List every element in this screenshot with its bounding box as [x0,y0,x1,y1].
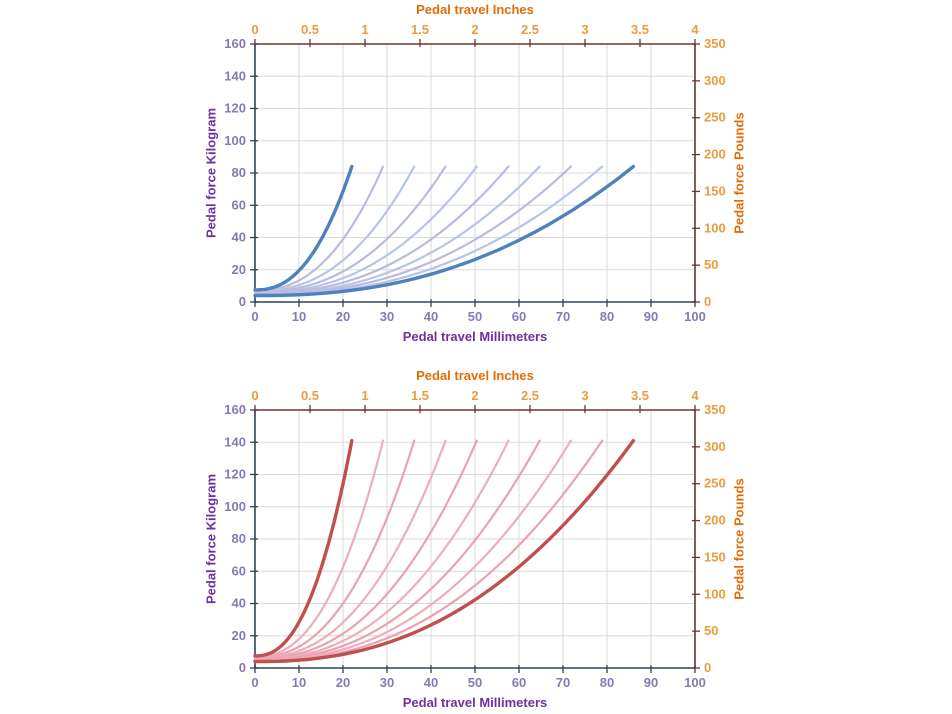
top-axis-title: Pedal travel Inches [416,368,534,383]
top-tick-label: 0 [251,22,258,37]
right-tick-label: 100 [704,586,726,601]
right-tick-label: 300 [704,73,726,88]
top-tick-label: 3.5 [631,22,649,37]
bottom-tick-label: 70 [556,675,570,690]
top-axis-title: Pedal travel Inches [416,2,534,17]
left-tick-label: 160 [224,402,246,417]
bottom-axis-title: Pedal travel Millimeters [402,329,548,344]
top-tick-label: 0.5 [301,22,319,37]
top-tick-label: 4 [691,22,699,37]
series-curve-10 [253,164,636,298]
top-tick-label: 0.5 [301,388,319,403]
top-tick-label: 1 [361,22,368,37]
right-tick-label: 200 [704,147,726,162]
series-curve-05 [253,439,478,660]
top-tick-label: 2.5 [521,22,539,37]
bottom-axis-title: Pedal travel Millimeters [402,695,548,710]
left-tick-label: 0 [239,294,246,309]
chart-plot-area: 0 10 20 30 40 50 60 70 80 90 100020406080100120140… [224,388,726,690]
bottom-tick-label: 100 [684,675,706,690]
right-tick-label: 300 [704,439,726,454]
top-tick-label: 3 [581,22,588,37]
bottom-tick-label: 80 [600,309,614,324]
series-curve-01 [253,164,354,292]
chart-plot-area: 0 10 20 30 40 50 60 70 80 90 100020406080100120140… [224,22,726,324]
series-curve-04 [253,439,447,659]
top-tick-label: 2 [471,388,478,403]
pedal-force-chart-red: Pedal travel Inches Pedal force Kilogram… [170,366,790,714]
left-tick-label: 80 [232,165,246,180]
bottom-tick-label: 0 [251,675,258,690]
left-tick-label: 120 [224,101,246,116]
series-curve-03 [253,439,416,659]
bottom-tick-label: 30 [380,675,394,690]
series-curve-06 [253,439,510,661]
top-tick-label: 1.5 [411,22,429,37]
series-curve-04 [253,165,447,293]
right-tick-label: 150 [704,183,726,198]
left-tick-label: 20 [232,262,246,277]
bottom-tick-label: 10 [292,309,306,324]
right-tick-label: 50 [704,257,718,272]
bottom-tick-label: 100 [684,309,706,324]
left-tick-label: 40 [232,596,246,611]
right-tick-label: 150 [704,549,726,564]
top-tick-label: 0 [251,388,258,403]
top-tick-label: 2 [471,22,478,37]
left-tick-label: 140 [224,68,246,83]
bottom-tick-label: 90 [644,675,658,690]
bottom-tick-label: 70 [556,309,570,324]
series-curve-01 [253,438,354,658]
left-tick-label: 60 [232,563,246,578]
left-tick-label: 100 [224,133,246,148]
bottom-tick-label: 60 [512,675,526,690]
series-curve-08 [253,439,572,662]
right-tick-label: 0 [704,660,711,675]
series-curve-07 [253,439,541,661]
bottom-tick-label: 80 [600,675,614,690]
series-curve-10 [253,438,636,664]
bottom-tick-label: 20 [336,675,350,690]
right-tick-label: 100 [704,220,726,235]
left-tick-label: 40 [232,230,246,245]
series-curve-02 [253,439,385,658]
bottom-tick-label: 50 [468,309,482,324]
series-curve-05 [253,165,478,294]
left-tick-label: 20 [232,628,246,643]
series-curve-03 [253,165,416,293]
right-tick-label: 250 [704,476,726,491]
top-tick-label: 2.5 [521,388,539,403]
left-tick-label: 140 [224,434,246,449]
left-tick-label: 160 [224,36,246,51]
top-tick-label: 3 [581,388,588,403]
left-tick-label: 120 [224,467,246,482]
bottom-tick-label: 60 [512,309,526,324]
top-tick-label: 1 [361,388,368,403]
bottom-tick-label: 50 [468,675,482,690]
left-tick-label: 0 [239,660,246,675]
left-tick-label: 60 [232,197,246,212]
left-tick-label: 80 [232,531,246,546]
bottom-tick-label: 10 [292,675,306,690]
bottom-tick-label: 40 [424,309,438,324]
right-tick-label: 350 [704,36,726,51]
top-tick-label: 4 [691,388,699,403]
bottom-tick-label: 30 [380,309,394,324]
top-tick-label: 1.5 [411,388,429,403]
right-tick-label: 0 [704,294,711,309]
series-curve-02 [253,165,385,292]
right-tick-label: 350 [704,402,726,417]
top-tick-label: 3.5 [631,388,649,403]
left-tick-label: 100 [224,499,246,514]
right-tick-label: 200 [704,513,726,528]
bottom-tick-label: 20 [336,309,350,324]
right-tick-label: 50 [704,623,718,638]
pedal-force-chart-blue: Pedal travel Inches Pedal force Kilogram… [170,0,790,356]
bottom-tick-label: 0 [251,309,258,324]
bottom-tick-label: 90 [644,309,658,324]
bottom-tick-label: 40 [424,675,438,690]
right-tick-label: 250 [704,110,726,125]
